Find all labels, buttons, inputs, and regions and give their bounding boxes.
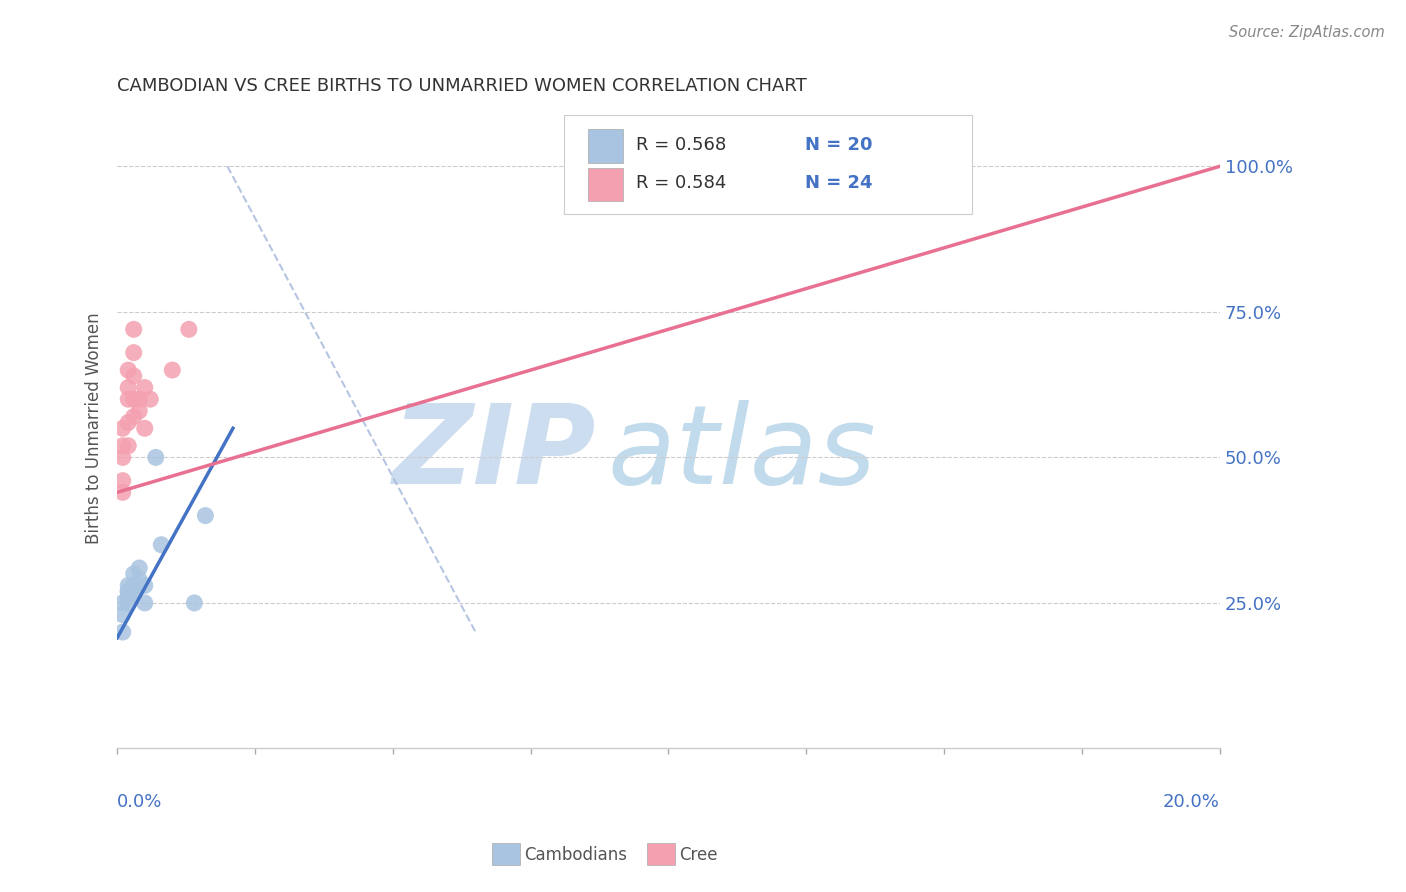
Point <box>117 439 139 453</box>
Point <box>111 485 134 500</box>
Point <box>117 392 139 407</box>
Text: CAMBODIAN VS CREE BIRTHS TO UNMARRIED WOMEN CORRELATION CHART: CAMBODIAN VS CREE BIRTHS TO UNMARRIED WO… <box>117 78 807 95</box>
Text: 0.0%: 0.0% <box>117 793 163 812</box>
Text: N = 20: N = 20 <box>806 136 873 153</box>
Point <box>183 596 205 610</box>
Point <box>150 538 173 552</box>
Text: 20.0%: 20.0% <box>1163 793 1220 812</box>
Point <box>932 159 955 173</box>
Point <box>177 322 200 336</box>
Point <box>117 416 139 430</box>
FancyBboxPatch shape <box>588 168 623 201</box>
Point <box>111 450 134 465</box>
Point <box>111 625 134 640</box>
Text: R = 0.568: R = 0.568 <box>637 136 727 153</box>
FancyBboxPatch shape <box>588 129 623 162</box>
Point <box>122 345 145 359</box>
Text: ZIP: ZIP <box>394 401 596 508</box>
Point <box>117 584 139 599</box>
Point <box>122 578 145 592</box>
Text: N = 24: N = 24 <box>806 174 873 192</box>
Point <box>162 363 184 377</box>
Point <box>128 392 150 407</box>
Point <box>122 322 145 336</box>
Point <box>122 584 145 599</box>
Text: atlas: atlas <box>607 401 876 508</box>
Text: Cambodians: Cambodians <box>524 846 627 863</box>
Point <box>134 578 156 592</box>
Point <box>823 159 845 173</box>
Point <box>122 584 145 599</box>
Point <box>122 409 145 424</box>
Point <box>128 573 150 587</box>
Point <box>128 404 150 418</box>
Text: R = 0.584: R = 0.584 <box>637 174 727 192</box>
Text: Source: ZipAtlas.com: Source: ZipAtlas.com <box>1229 25 1385 40</box>
Point <box>111 607 134 622</box>
FancyBboxPatch shape <box>564 114 972 214</box>
Point <box>128 561 150 575</box>
Point <box>117 578 139 592</box>
Point <box>111 474 134 488</box>
Point <box>122 566 145 581</box>
Point <box>117 584 139 599</box>
Point <box>117 590 139 604</box>
Point <box>117 380 139 394</box>
Point <box>122 368 145 383</box>
Point <box>194 508 217 523</box>
Point <box>111 439 134 453</box>
Point <box>145 450 167 465</box>
Point <box>117 596 139 610</box>
Y-axis label: Births to Unmarried Women: Births to Unmarried Women <box>86 312 103 544</box>
Point <box>134 421 156 435</box>
Point <box>117 363 139 377</box>
Point <box>111 421 134 435</box>
Point <box>139 392 162 407</box>
Text: Cree: Cree <box>679 846 717 863</box>
Point <box>122 392 145 407</box>
Point <box>111 596 134 610</box>
Point <box>134 596 156 610</box>
Point <box>134 380 156 394</box>
